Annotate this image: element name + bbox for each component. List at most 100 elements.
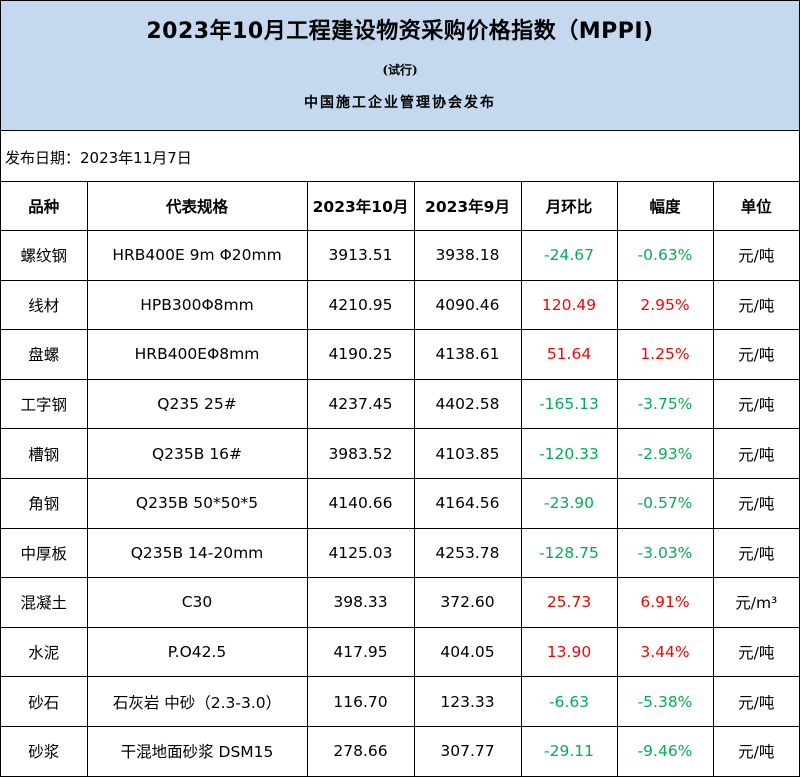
cell-spec: Q235 25#	[86, 378, 308, 430]
col-header-pct: 幅度	[616, 182, 714, 231]
table-row: 线材 HPB300Φ8mm 4210.95 4090.46 120.49 2.95% 元/吨	[1, 279, 799, 331]
cell-item: 砂石	[1, 676, 88, 727]
cell-mom: 25.73	[520, 577, 618, 628]
cell-unit: 元/吨	[712, 329, 799, 380]
cell-item: 线材	[1, 279, 88, 331]
col-header-item: 品种	[1, 182, 88, 231]
cell-oct: 4237.45	[306, 378, 415, 430]
cell-pct: 1.25%	[616, 329, 714, 380]
cell-item: 混凝土	[1, 577, 88, 628]
cell-oct: 4210.95	[306, 279, 415, 331]
cell-sep: 404.05	[413, 626, 522, 678]
table-row: 中厚板 Q235B 14-20mm 4125.03 4253.78 -128.75 -3.…	[1, 527, 799, 579]
table-row: 砂石 石灰岩 中砂（2.3-3.0） 116.70 123.33 -6.63 -5.38%…	[1, 676, 799, 727]
publisher-line: 中国施工企业管理协会发布	[304, 95, 496, 111]
cell-item: 槽钢	[1, 428, 88, 479]
cell-sep: 4103.85	[413, 428, 522, 479]
cell-oct: 278.66	[306, 725, 415, 776]
sheet-title: 2023年10月工程建设物资采购价格指数（MPPI)	[146, 19, 654, 44]
cell-unit: 元/吨	[712, 378, 799, 430]
cell-oct: 116.70	[306, 676, 415, 727]
cell-sep: 4402.58	[413, 378, 522, 430]
cell-spec: HRB400EΦ8mm	[86, 329, 308, 380]
table-row: 砂浆 干混地面砂浆 DSM15 278.66 307.77 -29.11 -9.46% 元/…	[1, 725, 799, 776]
cell-unit: 元/吨	[712, 428, 799, 479]
cell-oct: 417.95	[306, 626, 415, 678]
cell-spec: HPB300Φ8mm	[86, 279, 308, 331]
cell-unit: 元/m³	[712, 577, 799, 628]
cell-pct: 2.95%	[616, 279, 714, 331]
cell-mom: -24.67	[520, 230, 618, 281]
col-header-unit: 单位	[712, 182, 799, 231]
cell-spec: P.O42.5	[86, 626, 308, 678]
cell-sep: 4090.46	[413, 279, 522, 331]
cell-unit: 元/吨	[712, 725, 799, 776]
cell-mom: -120.33	[520, 428, 618, 479]
cell-item: 中厚板	[1, 527, 88, 579]
cell-mom: -6.63	[520, 676, 618, 727]
cell-mom: -29.11	[520, 725, 618, 776]
cell-sep: 307.77	[413, 725, 522, 776]
cell-spec: Q235B 14-20mm	[86, 527, 308, 579]
table-row: 水泥 P.O42.5 417.95 404.05 13.90 3.44% 元/吨	[1, 626, 799, 678]
table-row: 角钢 Q235B 50*50*5 4140.66 4164.56 -23.90 -0.57…	[1, 477, 799, 529]
cell-sep: 3938.18	[413, 230, 522, 281]
cell-sep: 372.60	[413, 577, 522, 628]
cell-spec: 干混地面砂浆 DSM15	[86, 725, 308, 776]
col-header-oct: 2023年10月	[306, 182, 415, 231]
table-row: 槽钢 Q235B 16# 3983.52 4103.85 -120.33 -2.93% 元/…	[1, 428, 799, 479]
cell-sep: 4138.61	[413, 329, 522, 380]
cell-oct: 398.33	[306, 577, 415, 628]
col-header-mom: 月环比	[520, 182, 618, 231]
table-row: 工字钢 Q235 25# 4237.45 4402.58 -165.13 -3.75% 元/…	[1, 378, 799, 430]
cell-pct: -0.57%	[616, 477, 714, 529]
cell-item: 盘螺	[1, 329, 88, 380]
cell-sep: 4253.78	[413, 527, 522, 579]
cell-mom: -165.13	[520, 378, 618, 430]
cell-item: 角钢	[1, 477, 88, 529]
cell-unit: 元/吨	[712, 626, 799, 678]
cell-oct: 3983.52	[306, 428, 415, 479]
cell-spec: Q235B 16#	[86, 428, 308, 479]
cell-pct: -9.46%	[616, 725, 714, 776]
cell-oct: 4125.03	[306, 527, 415, 579]
cell-spec: HRB400E 9m Φ20mm	[86, 230, 308, 281]
cell-spec: 石灰岩 中砂（2.3-3.0）	[86, 676, 308, 727]
cell-sep: 4164.56	[413, 477, 522, 529]
price-table: 品种 代表规格 2023年10月 2023年9月 月环比 幅度 单位 螺纹钢 HR…	[1, 182, 799, 776]
cell-mom: -23.90	[520, 477, 618, 529]
cell-mom: -128.75	[520, 527, 618, 579]
cell-unit: 元/吨	[712, 279, 799, 331]
table-row: 盘螺 HRB400EΦ8mm 4190.25 4138.61 51.64 1.25% 元/吨	[1, 329, 799, 380]
col-header-sep: 2023年9月	[413, 182, 522, 231]
cell-spec: Q235B 50*50*5	[86, 477, 308, 529]
cell-pct: 3.44%	[616, 626, 714, 678]
table-header-row: 品种 代表规格 2023年10月 2023年9月 月环比 幅度 单位	[1, 182, 799, 231]
cell-item: 砂浆	[1, 725, 88, 776]
cell-pct: -3.03%	[616, 527, 714, 579]
cell-unit: 元/吨	[712, 477, 799, 529]
cell-item: 工字钢	[1, 378, 88, 430]
cell-sep: 123.33	[413, 676, 522, 727]
cell-unit: 元/吨	[712, 527, 799, 579]
cell-unit: 元/吨	[712, 230, 799, 281]
cell-pct: -2.93%	[616, 428, 714, 479]
cell-unit: 元/吨	[712, 676, 799, 727]
cell-mom: 51.64	[520, 329, 618, 380]
col-header-spec: 代表规格	[86, 182, 308, 231]
publish-date: 发布日期：2023年11月7日	[1, 131, 799, 182]
cell-mom: 13.90	[520, 626, 618, 678]
sheet-header: 2023年10月工程建设物资采购价格指数（MPPI) (试行) 中国施工企业管理…	[1, 1, 799, 131]
cell-pct: -5.38%	[616, 676, 714, 727]
cell-oct: 4190.25	[306, 329, 415, 380]
cell-spec: C30	[86, 577, 308, 628]
sheet-subtitle: (试行)	[382, 63, 418, 77]
cell-mom: 120.49	[520, 279, 618, 331]
cell-oct: 4140.66	[306, 477, 415, 529]
cell-item: 水泥	[1, 626, 88, 678]
cell-oct: 3913.51	[306, 230, 415, 281]
cell-pct: 6.91%	[616, 577, 714, 628]
cell-item: 螺纹钢	[1, 230, 88, 281]
cell-pct: -0.63%	[616, 230, 714, 281]
